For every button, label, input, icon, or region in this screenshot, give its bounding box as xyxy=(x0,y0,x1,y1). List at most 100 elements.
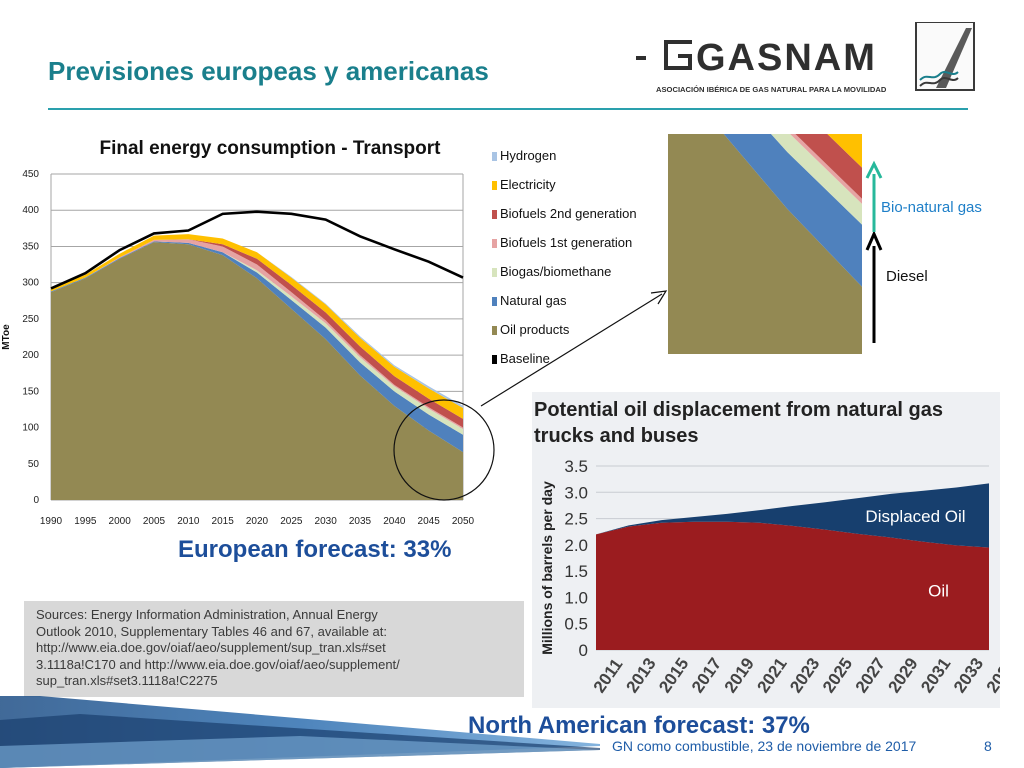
legend-swatch xyxy=(492,181,497,190)
eu-x-tick-label: 2000 xyxy=(109,516,132,527)
na-series-label-oil: Oil xyxy=(928,581,949,600)
eu-chart-title: Final energy consumption - Transport xyxy=(99,138,441,159)
legend-item: Biofuels 2nd generation xyxy=(490,204,670,233)
na-oil-displacement-chart: 0 0.5 1.0 1.5 2.0 2.5 3.0 3.5 Millions of barrel… xyxy=(539,457,1000,696)
inset-arrows xyxy=(865,160,883,343)
inset-area-biogas-biomethane xyxy=(771,134,862,225)
zoom-circle xyxy=(393,399,495,501)
eu-y-axis-label: MToe xyxy=(1,324,12,350)
footer-text: GN como combustible, 23 de noviembre de … xyxy=(612,738,917,754)
eu-y-tick-label: 150 xyxy=(22,386,39,397)
na-y-axis-label: Millions of barrels per day xyxy=(539,481,555,655)
eu-x-tick-label: 2050 xyxy=(452,516,475,527)
legend-item: Baseline xyxy=(490,349,670,378)
na-x-tick-label: 2021 xyxy=(753,654,790,696)
bio-natural-gas-label: Bio-natural gas xyxy=(881,199,982,216)
title-divider xyxy=(48,108,968,110)
eu-x-tick-label: 2030 xyxy=(315,516,338,527)
legend-label: Natural gas xyxy=(500,293,567,308)
eu-y-tick-label: 0 xyxy=(33,495,39,506)
na-area-oil xyxy=(596,521,989,650)
inset-area-biofuels-2nd-generation xyxy=(795,134,862,199)
eu-y-tick-label: 250 xyxy=(22,314,39,325)
eu-baseline-line xyxy=(50,210,464,290)
na-x-tick-label: 2035 xyxy=(983,654,1000,696)
na-x-tick-label: 2033 xyxy=(950,654,987,696)
legend-label: Electricity xyxy=(500,177,556,192)
eu-x-tick-label: 1995 xyxy=(74,516,97,527)
eu-y-tick-label: 450 xyxy=(22,169,39,180)
na-x-tick-label: 2017 xyxy=(688,654,725,696)
na-y-tick-label: 0.5 xyxy=(564,615,588,634)
logo-subtitle: ASOCIACIÓN IBÉRICA DE GAS NATURAL PARA L… xyxy=(656,85,887,94)
na-x-tick-label: 2015 xyxy=(655,654,692,696)
sources-line: 3.1118a!C170 and http://www.eia.doe.gov/… xyxy=(36,656,400,672)
na-series-label-displaced-oil: Displaced Oil xyxy=(865,507,965,526)
legend-label: Biofuels 2nd generation xyxy=(500,206,637,221)
legend-swatch xyxy=(492,326,497,335)
na-y-tick-label: 1.5 xyxy=(564,562,588,581)
na-y-tick-label: 2.5 xyxy=(564,510,588,529)
na-y-tick-label: 0 xyxy=(579,641,588,660)
legend-swatch xyxy=(492,239,497,248)
legend-item: Natural gas xyxy=(490,291,670,320)
inset-area-group xyxy=(668,134,862,354)
legend-item: Oil products xyxy=(490,320,670,349)
legend-label: Biogas/biomethane xyxy=(500,264,612,279)
eu-zoom-inset xyxy=(668,134,862,354)
eu-energy-chart: 0 50 100 150 200 250 300 350 400 450 1990 1995 2000 2… xyxy=(1,169,475,527)
eu-y-tick-label: 300 xyxy=(22,278,39,289)
gasnam-logo: GASNAM ASOCIACIÓN IBÉRICA DE GAS NATURAL… xyxy=(636,22,975,94)
legend-swatch xyxy=(492,297,497,306)
page-number: 8 xyxy=(984,738,992,754)
legend-item: Electricity xyxy=(490,175,670,204)
eu-x-tick-label: 2025 xyxy=(280,516,303,527)
eu-y-tick-label: 350 xyxy=(22,241,39,252)
legend-label: Biofuels 1st generation xyxy=(500,235,633,250)
diesel-label: Diesel xyxy=(886,268,928,285)
legend-item: Biogas/biomethane xyxy=(490,262,670,291)
na-x-tick-label: 2019 xyxy=(721,654,758,696)
road-emblem-icon xyxy=(915,22,975,91)
logo-wordmark: GASNAM xyxy=(696,37,877,79)
legend-label: Oil products xyxy=(500,322,570,337)
diesel-arrowhead-icon xyxy=(865,230,883,251)
na-y-tick-label: 3.0 xyxy=(564,483,588,502)
european-forecast: European forecast: 33% xyxy=(178,536,452,563)
inset-area-natural-gas xyxy=(723,134,862,287)
na-x-tick-label: 2031 xyxy=(917,654,954,696)
zoom-connector xyxy=(393,290,668,501)
eu-x-tick-label: 2015 xyxy=(212,516,235,527)
legend-swatch xyxy=(492,152,497,161)
north-american-forecast: North American forecast: 37% xyxy=(468,712,810,739)
sources-line: Sources: Energy Information Administrati… xyxy=(36,607,378,622)
legend-swatch xyxy=(492,210,497,219)
corner-decoration xyxy=(0,696,600,768)
sources-line: http://www.eia.doe.gov/oiaf/aeo/suppleme… xyxy=(36,640,386,655)
eu-x-tick-label: 2010 xyxy=(177,516,200,527)
eu-y-tick-label: 50 xyxy=(28,459,40,470)
slide-title: Previsiones europeas y americanas xyxy=(48,56,489,86)
na-x-tick-label: 2023 xyxy=(786,654,823,696)
eu-y-tick-label: 400 xyxy=(22,205,39,216)
na-y-tick-label: 3.5 xyxy=(564,457,588,476)
eu-x-tick-label: 2045 xyxy=(418,516,441,527)
eu-x-tick-label: 2040 xyxy=(383,516,406,527)
sources-note: Sources: Energy Information Administrati… xyxy=(24,601,524,697)
legend-swatch xyxy=(492,268,497,277)
eu-y-tick-label: 100 xyxy=(22,423,39,434)
eu-x-tick-label: 2020 xyxy=(246,516,269,527)
eu-chart-legend: Hydrogen Electricity Biofuels 2nd generati… xyxy=(490,146,670,378)
legend-swatch xyxy=(492,355,497,364)
eu-y-tick-label: 200 xyxy=(22,350,39,361)
eu-area-oil-products xyxy=(51,242,463,500)
na-y-tick-label: 1.0 xyxy=(564,588,588,607)
na-y-tick-label: 2.0 xyxy=(564,536,588,555)
na-x-tick-label: 2013 xyxy=(622,654,659,696)
inset-area-oil-products xyxy=(668,134,862,354)
eu-x-tick-label: 2035 xyxy=(349,516,372,527)
zoom-line xyxy=(480,293,663,407)
na-area-displaced-oil xyxy=(596,483,989,548)
eu-x-tick-label: 2005 xyxy=(143,516,166,527)
sources-line: Outlook 2010, Supplementary Tables 46 an… xyxy=(36,623,387,639)
